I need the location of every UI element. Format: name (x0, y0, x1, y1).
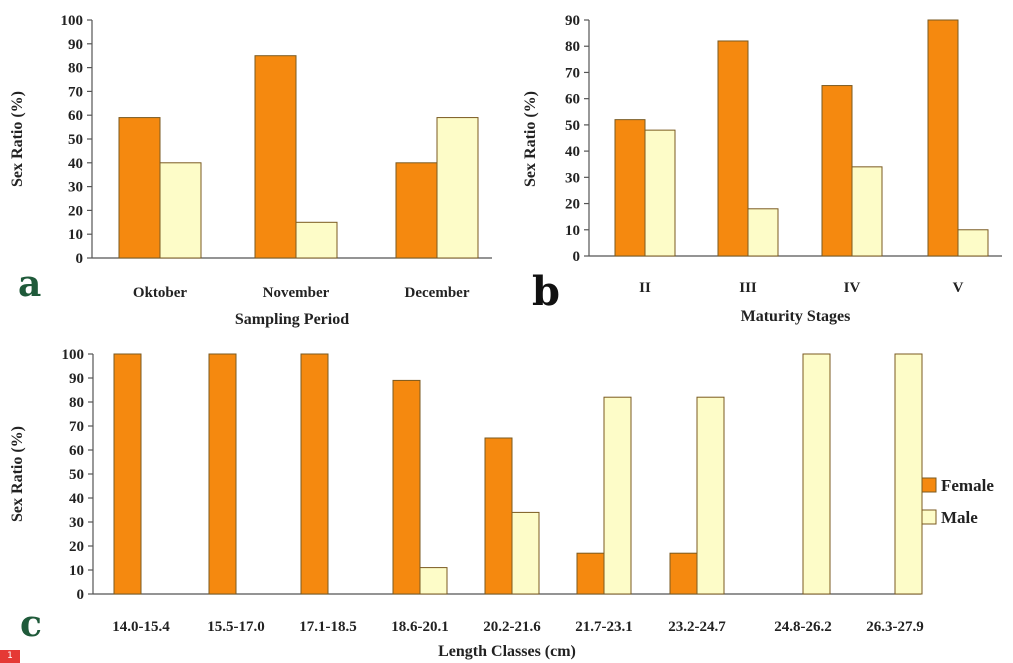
panel-b-label: b (532, 268, 560, 315)
bar-female-4 (927, 19, 959, 257)
x-tick-label: 17.1-18.5 (299, 619, 357, 635)
y-tick-label: 80 (68, 61, 83, 77)
bar-female-2 (717, 40, 749, 257)
legend-swatch-female (921, 477, 937, 493)
x-tick-label: 18.6-20.1 (391, 619, 449, 635)
bar-male-9 (894, 353, 923, 595)
y-axis-title: Sex Ratio (%) (9, 91, 26, 187)
y-tick-label: 0 (76, 251, 84, 267)
bar-female-4 (392, 379, 421, 595)
bar-female-5 (484, 437, 513, 595)
bar-male-4 (957, 229, 989, 257)
y-tick-label: 70 (68, 84, 83, 100)
y-tick-label: 0 (77, 587, 85, 603)
y-tick-label: 90 (565, 13, 580, 29)
y-tick-label: 80 (565, 39, 580, 55)
bar-female-2 (254, 55, 297, 259)
bar-female-3 (300, 353, 329, 595)
bar-male-2 (747, 208, 779, 257)
bar-female-2 (208, 353, 237, 595)
bar-male-3 (851, 166, 883, 257)
y-axis-title: Sex Ratio (%) (9, 426, 26, 522)
bar-male-5 (511, 511, 540, 595)
y-tick-label: 10 (565, 223, 580, 239)
x-axis-title: Length Classes (cm) (438, 643, 576, 660)
y-tick-label: 70 (69, 419, 84, 435)
bar-male-1 (644, 129, 676, 257)
y-tick-label: 60 (565, 92, 580, 108)
bar-female-7 (669, 552, 698, 595)
y-tick-label: 30 (68, 180, 83, 196)
panel-c-label: c (20, 603, 42, 645)
bar-female-1 (113, 353, 142, 595)
y-tick-label: 20 (69, 539, 84, 555)
y-tick-label: 50 (68, 132, 83, 148)
bar-female-3 (395, 162, 438, 259)
y-tick-label: 60 (68, 108, 83, 124)
y-tick-label: 50 (565, 118, 580, 134)
panel-a-label: a (18, 263, 41, 305)
y-tick-label: 30 (565, 170, 580, 186)
y-tick-label: 60 (69, 443, 84, 459)
legend-label-male: Male (941, 508, 978, 527)
x-tick-label: IV (844, 280, 861, 296)
x-tick-label: December (405, 285, 470, 301)
bar-female-6 (576, 552, 605, 595)
x-tick-label: 14.0-15.4 (112, 619, 170, 635)
y-tick-label: 70 (565, 65, 580, 81)
y-tick-label: 40 (565, 144, 580, 160)
y-tick-label: 20 (68, 203, 83, 219)
y-tick-label: 50 (69, 467, 84, 483)
legend: Female Male (921, 476, 994, 527)
x-axis-title: Sampling Period (235, 311, 349, 328)
x-tick-label: 21.7-23.1 (575, 619, 633, 635)
y-tick-label: 20 (565, 197, 580, 213)
x-tick-label: 15.5-17.0 (207, 619, 265, 635)
bar-male-7 (696, 396, 725, 595)
panel-c-chart: 0 10 20 30 40 50 60 70 80 90 100 14.0-15.4 15.5-17.0… (9, 347, 924, 660)
x-tick-label: II (639, 280, 651, 296)
y-tick-label: 10 (68, 227, 83, 243)
panel-a-chart: 0 10 20 30 40 50 60 70 80 90 100 Oktober November Dec… (9, 13, 492, 328)
legend-swatch-male (921, 509, 937, 525)
x-tick-label: 24.8-26.2 (774, 619, 832, 635)
y-tick-label: 0 (573, 249, 581, 265)
bar-male-3 (436, 117, 479, 259)
y-tick-label: 90 (69, 371, 84, 387)
x-tick-label: 26.3-27.9 (866, 619, 924, 635)
x-tick-label: 23.2-24.7 (668, 619, 726, 635)
x-tick-label: November (263, 285, 330, 301)
y-axis-title: Sex Ratio (%) (522, 91, 539, 187)
bar-female-1 (614, 119, 646, 257)
x-tick-label: III (739, 280, 757, 296)
y-tick-label: 40 (68, 156, 83, 172)
y-tick-label: 100 (61, 13, 84, 29)
y-tick-label: 100 (62, 347, 85, 363)
corner-badge: 1 (0, 650, 20, 663)
y-tick-label: 30 (69, 515, 84, 531)
x-tick-label: Oktober (133, 285, 188, 301)
bar-male-4 (419, 567, 448, 595)
bar-male-8 (802, 353, 831, 595)
y-tick-label: 10 (69, 563, 84, 579)
y-tick-label: 90 (68, 37, 83, 53)
x-axis-title: Maturity Stages (741, 308, 851, 325)
x-tick-label: 20.2-21.6 (483, 619, 541, 635)
x-tick-label: V (953, 280, 964, 296)
bar-female-3 (821, 85, 853, 257)
y-tick-label: 80 (69, 395, 84, 411)
y-tick-label: 40 (69, 491, 84, 507)
bar-female-1 (118, 117, 161, 259)
bar-male-2 (295, 221, 338, 259)
legend-label-female: Female (941, 476, 994, 495)
bar-male-6 (603, 396, 632, 595)
bar-male-1 (159, 162, 202, 259)
